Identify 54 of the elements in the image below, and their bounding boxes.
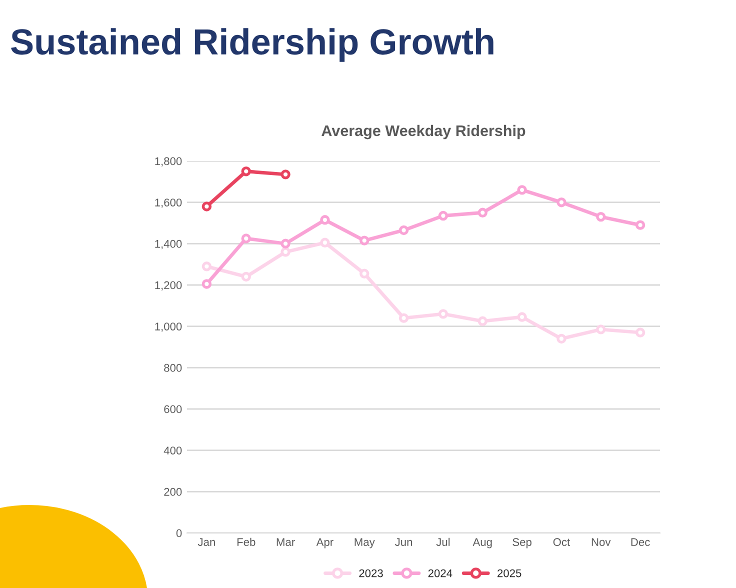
point (241, 272, 251, 282)
x-tick-label: Jan (198, 538, 215, 546)
point (398, 313, 409, 323)
y-tick-label: 0 (176, 529, 182, 538)
y-tick-label: 800 (164, 364, 182, 372)
x-tick-label: Sep (512, 538, 532, 548)
x-tick-label: Jun (395, 538, 412, 546)
point (517, 312, 527, 322)
legend-label: 2023 (359, 569, 383, 578)
x-tick-label: May (354, 538, 375, 548)
point (280, 170, 290, 180)
point (202, 262, 212, 272)
point (360, 268, 370, 278)
x-tick-label: Nov (592, 538, 611, 546)
point (398, 225, 409, 236)
y-tick-label: 1,600 (155, 198, 182, 208)
point (438, 210, 448, 221)
point (438, 309, 448, 319)
point (202, 279, 212, 289)
chart-subtitle: Average Weekday Ridership (322, 124, 526, 140)
point (635, 220, 646, 230)
y-tick-label: 1,800 (155, 157, 182, 166)
y-tick-label: 1,000 (155, 322, 182, 332)
y-tick-label: 600 (164, 405, 182, 414)
point (478, 316, 488, 326)
x-tick-label: Mar (276, 538, 295, 546)
legend-label: 2025 (498, 569, 522, 578)
y-tick-label: 1,400 (155, 240, 182, 250)
point (241, 234, 251, 244)
point (517, 185, 527, 195)
y-tick-label: 400 (164, 446, 182, 454)
x-tick-label: Feb (237, 538, 256, 546)
point (556, 197, 566, 208)
point (320, 238, 330, 248)
point (635, 328, 646, 338)
point (320, 215, 330, 225)
x-tick-label: Dec (631, 538, 650, 546)
point (241, 166, 251, 176)
chart-title: Sustained Ridership Growth (11, 28, 494, 62)
point (596, 212, 606, 222)
y-tick-label: 200 (164, 488, 182, 496)
point (478, 208, 488, 218)
y-tick-label: 1,200 (155, 281, 182, 290)
point (556, 334, 566, 344)
x-tick-label: Apr (316, 538, 334, 548)
point (280, 247, 290, 257)
point (360, 236, 370, 246)
point (202, 202, 212, 212)
point (280, 238, 290, 249)
x-tick-label: Aug (472, 538, 492, 548)
x-tick-label: Jul (436, 538, 450, 546)
point (596, 324, 606, 334)
legend-label: 2024 (428, 569, 452, 578)
x-tick-label: Oct (553, 538, 570, 546)
